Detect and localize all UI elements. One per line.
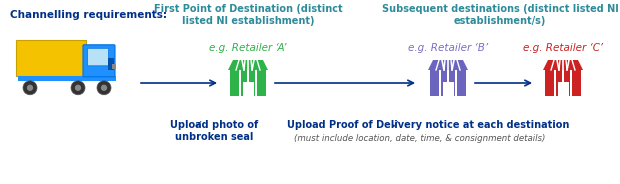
Polygon shape — [428, 60, 468, 70]
Text: First Point of Destination (distinct
listed NI establishment): First Point of Destination (distinct lis… — [154, 4, 342, 26]
Bar — [430, 70, 466, 96]
FancyBboxPatch shape — [87, 48, 108, 66]
Bar — [554, 70, 556, 96]
Polygon shape — [543, 60, 583, 70]
Text: Subsequent destinations (distinct listed NI
establishment/s): Subsequent destinations (distinct listed… — [382, 4, 618, 26]
Text: Upload photo of
unbroken seal: Upload photo of unbroken seal — [170, 120, 258, 142]
Text: Upload Proof of Delivery notice at each destination: Upload Proof of Delivery notice at each … — [287, 120, 569, 130]
Bar — [16, 40, 86, 76]
Text: ✓: ✓ — [193, 120, 203, 130]
Text: e.g. Retailer ‘C’: e.g. Retailer ‘C’ — [523, 43, 603, 53]
Circle shape — [23, 81, 37, 95]
Text: (must include location, date, time, & consignment details): (must include location, date, time, & co… — [294, 134, 546, 143]
Bar — [242, 82, 254, 96]
FancyBboxPatch shape — [83, 45, 115, 77]
Bar — [545, 70, 581, 96]
Polygon shape — [228, 60, 268, 70]
Bar — [239, 70, 241, 96]
Bar — [439, 70, 441, 96]
Circle shape — [101, 85, 107, 91]
Bar — [454, 70, 457, 96]
Text: e.g. Retailer ‘A’: e.g. Retailer ‘A’ — [210, 43, 286, 53]
Bar — [447, 70, 450, 96]
Text: e.g. Retailer ‘B’: e.g. Retailer ‘B’ — [408, 43, 488, 53]
Bar — [562, 70, 564, 96]
Circle shape — [71, 81, 85, 95]
Bar — [570, 70, 572, 96]
Bar — [84, 76, 116, 81]
Circle shape — [75, 85, 81, 91]
Bar — [230, 70, 266, 96]
Circle shape — [27, 85, 33, 91]
Bar — [255, 70, 257, 96]
Text: ✓: ✓ — [391, 120, 400, 130]
Circle shape — [97, 81, 111, 95]
Text: Channelling requirements:: Channelling requirements: — [10, 10, 167, 20]
Bar — [112, 64, 116, 69]
Bar — [557, 82, 569, 96]
Bar — [108, 58, 114, 70]
Bar — [247, 70, 249, 96]
Bar — [443, 82, 453, 96]
Bar — [18, 76, 86, 81]
